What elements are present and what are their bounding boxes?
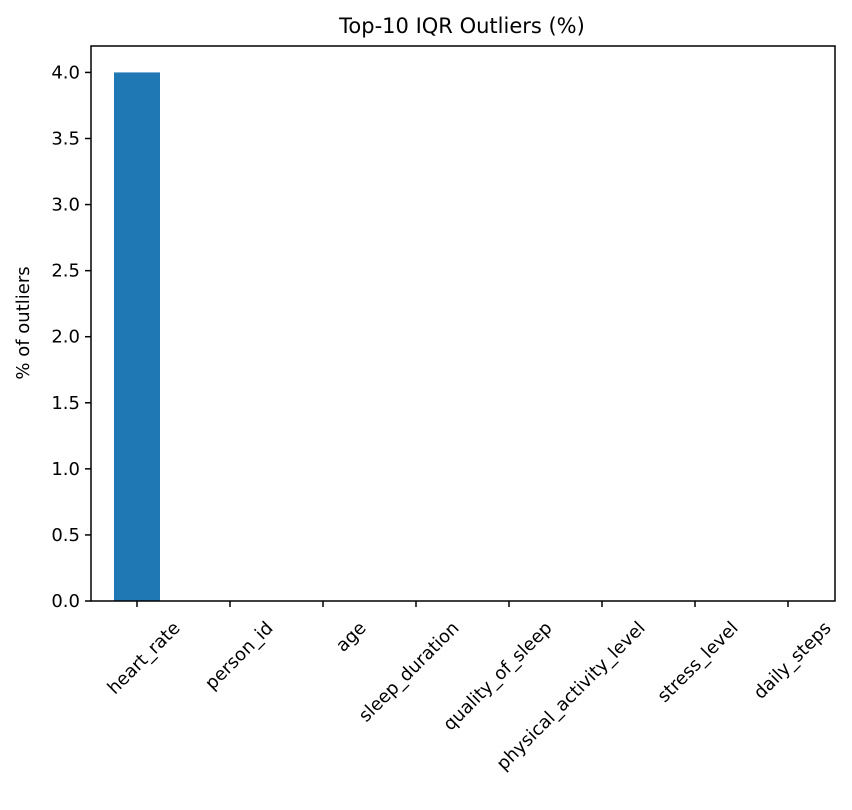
- y-tick-label: 3.5: [51, 129, 80, 150]
- y-tick-label: 3.0: [51, 195, 80, 216]
- x-tick-label-physical-activity-level: physical_activity_level: [493, 618, 650, 775]
- y-tick-label: 2.0: [51, 327, 80, 348]
- chart-title: Top-10 IQR Outliers (%): [338, 14, 585, 38]
- bars-layer: [114, 72, 160, 601]
- bar-heart-rate: [114, 72, 160, 601]
- x-tick-label-daily-steps: daily_steps: [750, 618, 836, 704]
- x-tick-label-age: age: [332, 618, 371, 657]
- y-tick-label: 0.5: [51, 525, 80, 546]
- x-tick-label-person-id: person_id: [201, 618, 277, 694]
- x-tick-label-heart-rate: heart_rate: [104, 618, 185, 699]
- x-tick-label-sleep-duration: sleep_duration: [355, 618, 464, 727]
- y-tick-label: 0.0: [51, 591, 80, 612]
- y-tick-label: 4.0: [51, 62, 80, 83]
- y-axis-ticks: 0.0 0.5 1.0 1.5 2.0 2.5 3.0 3.5 4.0: [51, 62, 91, 612]
- y-tick-label: 2.5: [51, 261, 80, 282]
- y-tick-label: 1.0: [51, 459, 80, 480]
- plot-area-frame: [90, 45, 836, 602]
- y-axis-title: % of outliers: [13, 266, 34, 379]
- x-axis-ticks: heart_rate person_id agesleep_durationqual…: [104, 601, 836, 775]
- y-tick-label: 1.5: [51, 393, 80, 414]
- x-tick-label-stress-level: stress_level: [653, 618, 742, 707]
